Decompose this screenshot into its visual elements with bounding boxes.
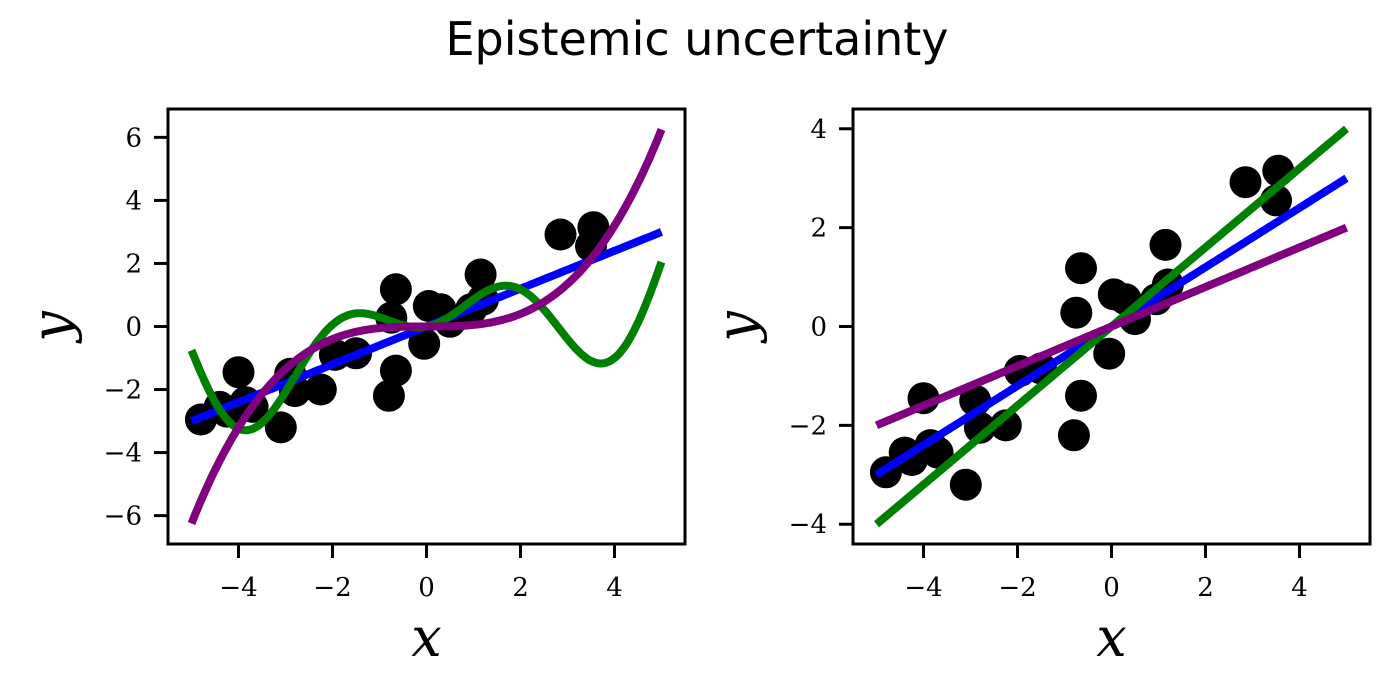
data-point — [1093, 337, 1126, 370]
data-point — [1057, 419, 1090, 452]
x-axis-label: x — [411, 606, 441, 669]
y-tick-label: −2 — [789, 411, 827, 441]
y-tick-label: −4 — [104, 439, 142, 469]
data-point — [304, 373, 337, 406]
data-point — [1229, 166, 1262, 199]
y-tick-label: 0 — [125, 313, 142, 343]
data-point — [222, 356, 255, 389]
fit-line-3 — [187, 127, 666, 526]
x-tick-label: 0 — [418, 573, 435, 603]
y-tick-label: 2 — [125, 249, 142, 279]
data-point — [1149, 228, 1182, 261]
y-tick-label: 2 — [810, 214, 827, 244]
fit-line-3 — [874, 223, 1349, 430]
x-tick-label: 4 — [606, 573, 623, 603]
y-axis-label: y — [20, 310, 83, 344]
data-point — [408, 327, 441, 360]
left-panel: −4 −2 0 2 4 −6 −4 −2 0 2 4 6 x y — [20, 107, 687, 669]
data-point — [577, 211, 610, 244]
y-tick-label: 0 — [810, 313, 827, 343]
x-tick-label: 4 — [1291, 573, 1308, 603]
data-point — [1065, 379, 1097, 412]
x-axis-label: x — [1096, 606, 1126, 669]
x-tick-label: −4 — [219, 573, 257, 603]
y-tick-label: −6 — [104, 502, 142, 532]
x-tick-label: −2 — [998, 573, 1036, 603]
data-point — [264, 411, 297, 444]
y-tick-label: 4 — [810, 115, 827, 145]
data-point — [963, 411, 996, 444]
data-point — [1065, 252, 1097, 285]
y-tick-label: 4 — [125, 186, 142, 216]
y-tick-label: 6 — [125, 123, 142, 153]
data-point — [949, 468, 982, 501]
fit-lines — [874, 125, 1349, 528]
data-point — [1060, 296, 1093, 329]
data-point — [544, 218, 577, 251]
data-point — [372, 379, 405, 412]
figure-title: Epistemic uncertainty — [445, 12, 948, 66]
x-tick-label: −2 — [313, 573, 351, 603]
x-tick-label: −4 — [904, 573, 942, 603]
y-tick-label: −4 — [789, 510, 827, 540]
data-point — [464, 258, 497, 291]
x-tick-label: 0 — [1103, 573, 1120, 603]
scatter-points — [869, 154, 1295, 501]
x-tick-label: 2 — [1197, 573, 1214, 603]
y-axis-label: y — [705, 310, 768, 344]
data-point — [379, 354, 412, 387]
y-tick-label: −2 — [104, 376, 142, 406]
data-point — [379, 273, 412, 306]
x-tick-label: 2 — [512, 573, 529, 603]
right-panel: −4 −2 0 2 4 −4 −2 0 2 4 x y — [705, 107, 1372, 669]
fit-lines — [187, 127, 666, 526]
